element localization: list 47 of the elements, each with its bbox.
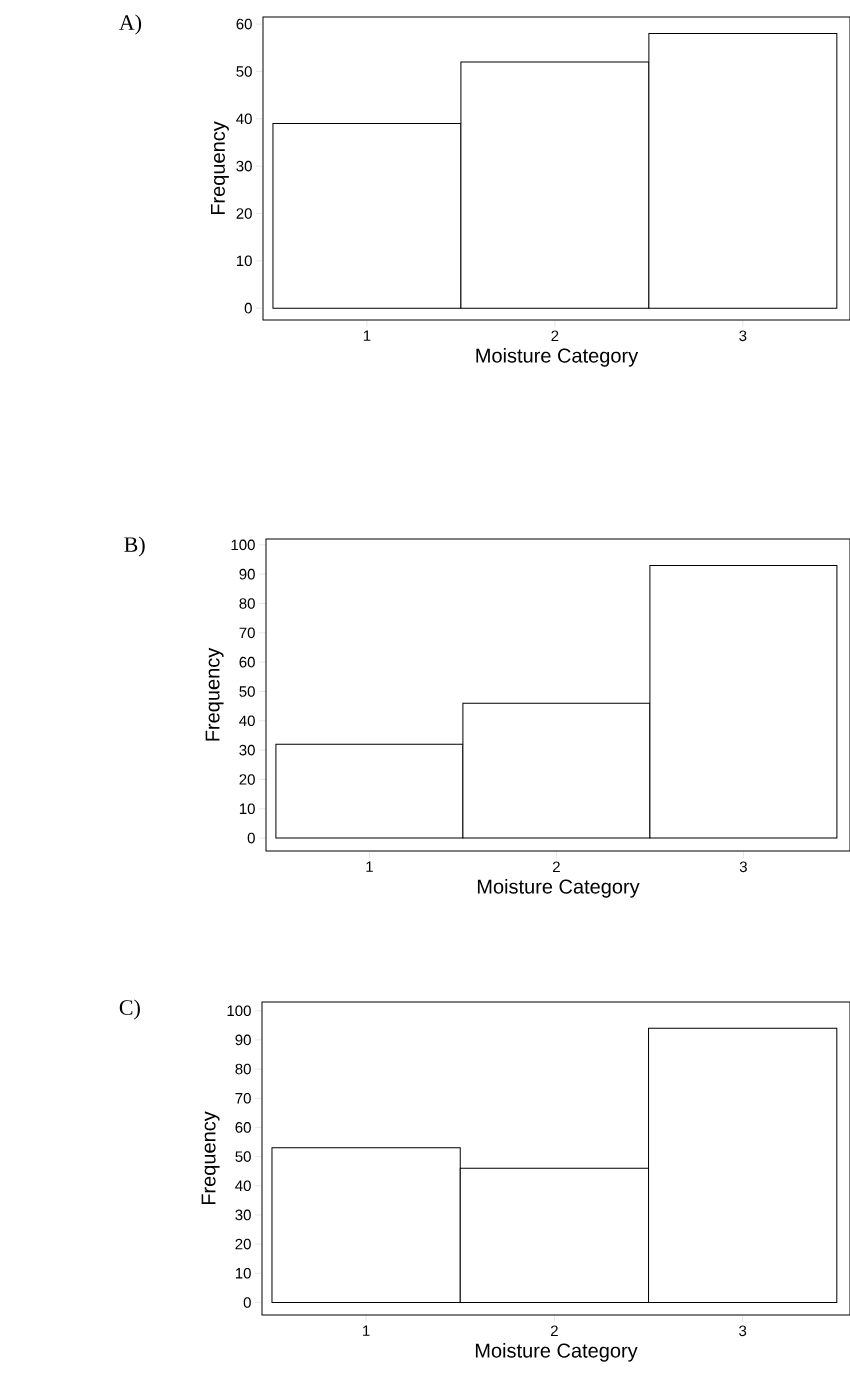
y-tick-label: 30 <box>236 160 252 172</box>
x-tick-label: 3 <box>739 330 747 342</box>
x-tick-label: 1 <box>362 1325 370 1336</box>
y-tick-label: 100 <box>227 1005 251 1017</box>
y-tick-label: 30 <box>239 744 255 756</box>
y-tick-label: 60 <box>236 18 252 30</box>
chart-title: B) <box>124 536 145 557</box>
y-axis-title: Frequency <box>205 647 224 741</box>
y-tick-label: 40 <box>238 715 255 727</box>
y-tick-label: 30 <box>235 1209 251 1221</box>
y-axis-title: Frequency <box>201 1111 220 1205</box>
y-tick-label: 20 <box>239 774 255 785</box>
y-tick-label: 40 <box>235 113 252 125</box>
x-axis-title: Moisture Category <box>476 348 638 367</box>
y-tick-label: 50 <box>236 66 252 77</box>
y-tick-label: 40 <box>234 1180 251 1192</box>
y-tick-label: 100 <box>231 539 255 551</box>
x-tick-label: 2 <box>551 330 559 341</box>
x-axis-title: Moisture Category <box>475 1343 638 1362</box>
y-tick-label: 70 <box>239 627 255 639</box>
x-axis-title: Moisture Category <box>477 879 640 898</box>
y-tick-label: 70 <box>235 1092 251 1104</box>
y-tick-label: 0 <box>247 832 255 844</box>
y-tick-label: 10 <box>235 1267 251 1279</box>
y-tick-label: 90 <box>239 568 255 580</box>
y-axis-title: Frequency <box>210 121 229 215</box>
y-tick-label: 10 <box>239 803 255 815</box>
y-tick-label: 20 <box>235 1238 251 1250</box>
y-tick-label: 20 <box>236 208 252 219</box>
y-tick-label: 0 <box>243 1297 251 1308</box>
y-tick-label: 0 <box>244 302 252 314</box>
y-tick-label: 80 <box>239 598 255 609</box>
x-tick-label: 1 <box>366 861 373 872</box>
y-tick-label: 50 <box>239 686 255 697</box>
y-tick-label: 10 <box>236 255 252 267</box>
y-tick-label: 50 <box>235 1151 251 1162</box>
x-tick-label: 2 <box>552 861 560 872</box>
y-tick-label: 60 <box>239 656 255 668</box>
y-tick-label: 80 <box>235 1063 251 1075</box>
y-tick-label: 90 <box>235 1034 251 1046</box>
x-tick-label: 3 <box>738 1325 746 1337</box>
chart-title: A) <box>118 14 141 35</box>
chart-title: C) <box>119 999 140 1020</box>
x-tick-label: 2 <box>550 1325 558 1336</box>
x-tick-label: 3 <box>739 861 747 873</box>
y-tick-label: 60 <box>235 1122 251 1133</box>
x-tick-label: 1 <box>363 330 371 341</box>
